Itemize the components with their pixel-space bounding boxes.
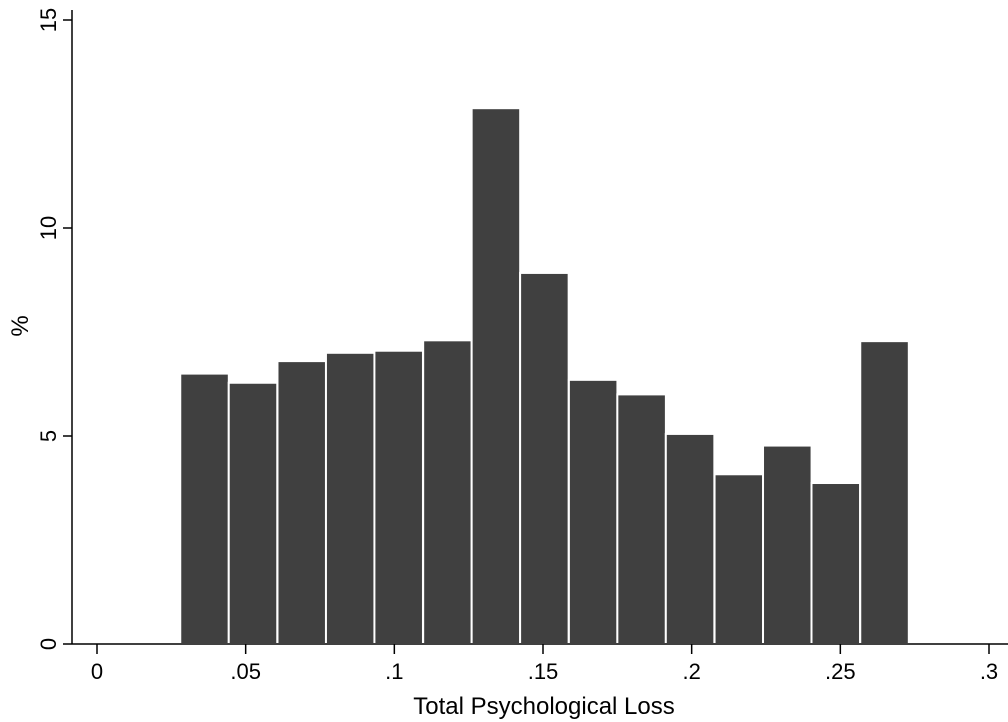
y-tick-label: 10	[36, 216, 61, 240]
x-tick-label: .25	[825, 659, 856, 684]
y-axis-title: %	[7, 315, 34, 336]
x-tick-label: .1	[385, 659, 403, 684]
histogram-bar-13	[762, 444, 813, 645]
x-tick-label: .3	[980, 659, 998, 684]
histogram-bar-2	[227, 381, 279, 645]
histogram-bar-12	[713, 473, 765, 645]
y-tick-label: 0	[36, 638, 61, 650]
histogram-bar-8	[519, 271, 570, 645]
histogram-bar-14	[810, 482, 862, 645]
histogram-bar-5	[373, 349, 424, 645]
bars-group	[179, 107, 910, 646]
x-tick-label: .15	[528, 659, 559, 684]
histogram-bar-10	[616, 393, 667, 645]
y-tick-label: 15	[36, 8, 61, 32]
histogram-bar-7	[470, 107, 522, 645]
x-tick-label: 0	[91, 659, 103, 684]
x-tick-label: .05	[230, 659, 261, 684]
x-tick-label: .2	[682, 659, 700, 684]
histogram-bar-11	[664, 432, 716, 646]
histogram-bar-6	[422, 339, 473, 645]
x-axis-ticks: 0 .05 .1 .15 .2 .25 .3	[91, 644, 998, 684]
histogram-bar-9	[567, 378, 619, 645]
histogram-bar-15	[859, 340, 910, 645]
histogram-bar-3	[276, 360, 328, 645]
histogram-bar-1	[179, 372, 230, 645]
y-axis-ticks: 0 5 10 15	[36, 8, 72, 650]
y-tick-label: 5	[36, 430, 61, 442]
x-axis-title: Total Psychological Loss	[413, 693, 674, 720]
histogram-bar-4	[324, 351, 376, 645]
